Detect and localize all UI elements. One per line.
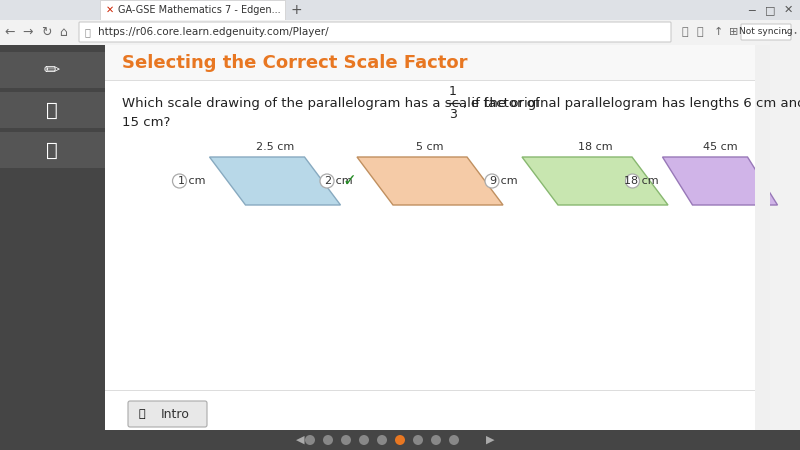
Circle shape <box>431 435 441 445</box>
Text: , if the original parallelogram has lengths 6 cm and: , if the original parallelogram has leng… <box>463 96 800 109</box>
Text: □: □ <box>765 5 775 15</box>
Bar <box>105 390 755 391</box>
Text: ◀: ◀ <box>296 435 304 445</box>
Text: 1: 1 <box>449 85 457 98</box>
Circle shape <box>320 174 334 188</box>
Text: ⌂: ⌂ <box>59 26 67 39</box>
Bar <box>105 45 755 430</box>
Circle shape <box>626 174 639 188</box>
Circle shape <box>413 435 423 445</box>
Polygon shape <box>522 157 668 205</box>
Text: →: → <box>22 26 34 39</box>
FancyBboxPatch shape <box>128 401 207 427</box>
Circle shape <box>377 435 387 445</box>
Text: 2 cm: 2 cm <box>326 176 353 186</box>
Text: +: + <box>290 3 302 17</box>
Text: ↻: ↻ <box>41 26 51 39</box>
Text: 18 cm: 18 cm <box>624 176 658 186</box>
Text: 🔊: 🔊 <box>138 409 146 419</box>
Circle shape <box>395 435 405 445</box>
Polygon shape <box>357 157 503 205</box>
Bar <box>0 20 800 45</box>
Bar <box>105 391 755 430</box>
Text: ▶: ▶ <box>486 435 494 445</box>
Text: 🔍: 🔍 <box>682 27 688 37</box>
Text: 5 cm: 5 cm <box>416 142 444 152</box>
Bar <box>105 45 755 80</box>
Text: 18 cm: 18 cm <box>578 142 612 152</box>
Circle shape <box>449 435 459 445</box>
Circle shape <box>173 174 186 188</box>
Bar <box>0 0 800 20</box>
Circle shape <box>341 435 351 445</box>
Text: ←: ← <box>5 26 15 39</box>
Text: 📄: 📄 <box>46 140 58 159</box>
Text: 15 cm?: 15 cm? <box>122 117 170 130</box>
Text: ✕: ✕ <box>106 5 114 15</box>
Text: ─: ─ <box>749 5 755 15</box>
Text: Selecting the Correct Scale Factor: Selecting the Correct Scale Factor <box>122 54 467 72</box>
Bar <box>100 0 285 20</box>
Text: Not syncing: Not syncing <box>739 27 793 36</box>
Bar <box>105 80 755 81</box>
Circle shape <box>485 174 499 188</box>
Bar <box>755 45 770 430</box>
Polygon shape <box>210 157 341 205</box>
FancyBboxPatch shape <box>79 22 671 42</box>
Text: Which scale drawing of the parallelogram has a scale factor of: Which scale drawing of the parallelogram… <box>122 96 540 109</box>
Circle shape <box>305 435 315 445</box>
Text: Intro: Intro <box>161 408 190 420</box>
Text: ⭐: ⭐ <box>697 27 703 37</box>
Text: 🎧: 🎧 <box>46 100 58 120</box>
Text: 🔒: 🔒 <box>85 27 91 37</box>
Text: GA-GSE Mathematics 7 - Edgen...: GA-GSE Mathematics 7 - Edgen... <box>118 5 281 15</box>
Text: 2.5 cm: 2.5 cm <box>256 142 294 152</box>
Polygon shape <box>662 157 778 205</box>
Circle shape <box>359 435 369 445</box>
Bar <box>0 430 800 450</box>
Bar <box>0 45 105 430</box>
Text: 9 cm: 9 cm <box>490 176 518 186</box>
Text: https://r06.core.learn.edgenuity.com/Player/: https://r06.core.learn.edgenuity.com/Pla… <box>98 27 329 37</box>
Text: 45 cm: 45 cm <box>702 142 738 152</box>
Text: ✏: ✏ <box>44 60 60 80</box>
Bar <box>0 92 105 128</box>
Bar <box>0 52 105 88</box>
Text: ✕: ✕ <box>783 5 793 15</box>
Bar <box>0 132 105 168</box>
FancyBboxPatch shape <box>741 24 791 40</box>
Text: ⊞: ⊞ <box>730 27 738 37</box>
Text: 1 cm: 1 cm <box>178 176 206 186</box>
Text: ✓: ✓ <box>342 172 356 190</box>
Text: ⋯: ⋯ <box>783 25 797 39</box>
Text: ↑: ↑ <box>714 27 722 37</box>
Circle shape <box>323 435 333 445</box>
Text: 3: 3 <box>449 108 457 121</box>
